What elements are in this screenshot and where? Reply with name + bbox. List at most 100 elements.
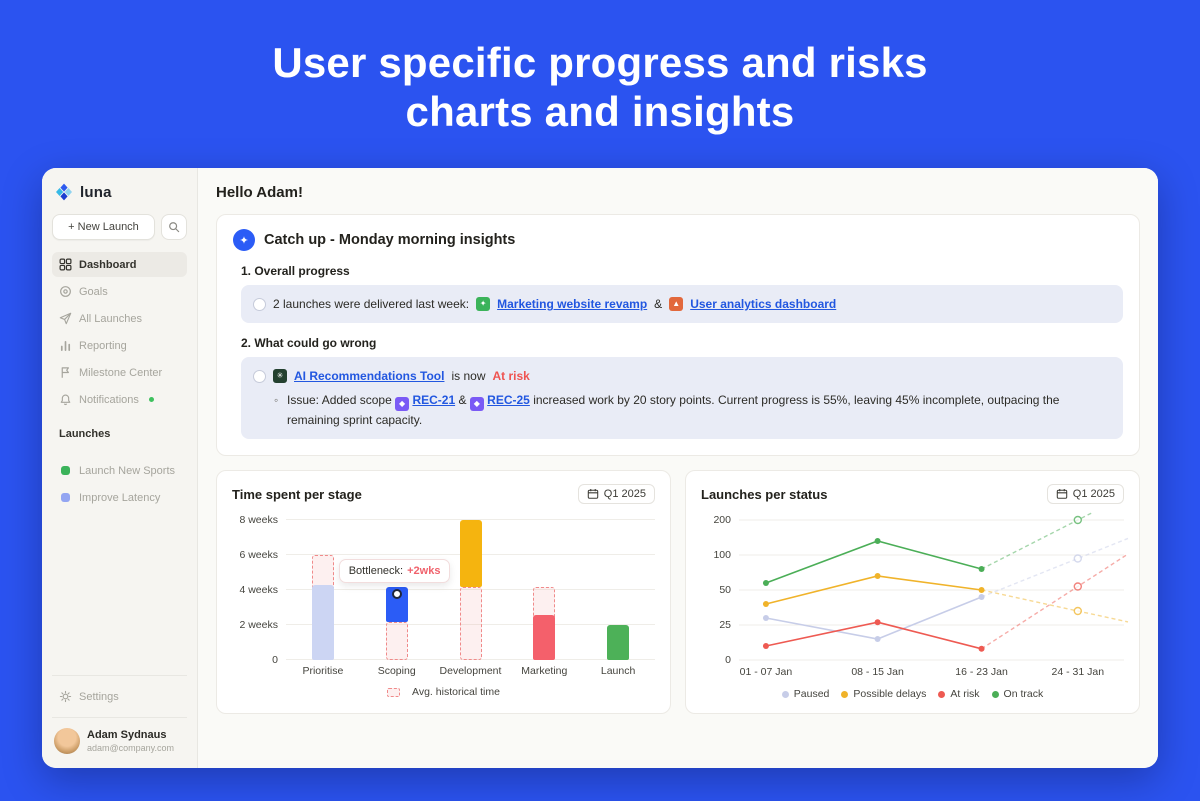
line-chart-legend: Paused Possible delays At risk On track (701, 688, 1124, 700)
chart-header: Launches per status Q1 2025 (701, 484, 1124, 504)
point-possible-delays-2[interactable] (978, 587, 985, 593)
section-heading: 1. Overall progress (241, 264, 350, 278)
legend-dot-on-track (991, 690, 999, 698)
point-paused-3[interactable] (1073, 554, 1082, 563)
separator-text: & (458, 393, 467, 407)
user-profile[interactable]: Adam Sydnaus adam@company.com (52, 726, 187, 756)
chart-title: Time spent per stage (232, 486, 362, 502)
point-on-track-3[interactable] (1073, 515, 1082, 525)
y-tick-label: 0 (725, 654, 731, 666)
point-possible-delays-0[interactable] (762, 601, 769, 607)
user-email: adam@company.com (87, 742, 175, 753)
bar-launch[interactable] (607, 625, 630, 660)
sidebar-item-dashboard[interactable]: Dashboard (52, 252, 187, 277)
legend-dot-paused (781, 690, 789, 698)
sidebar-item-launch-new-sports[interactable]: Launch New Sports (52, 458, 187, 483)
launch-label: Launch New Sports (79, 464, 175, 477)
new-launch-button[interactable]: + New Launch (52, 214, 155, 240)
sidebar-item-notifications[interactable]: Notifications (52, 387, 187, 412)
sidebar-item-milestone-center[interactable]: Milestone Center (52, 360, 187, 385)
sidebar-item-reporting[interactable]: Reporting (52, 333, 187, 358)
issue-detail: ◦ Issue: Added scope ◆ REC-21 & ◆ REC-25… (253, 391, 1111, 429)
bar-scoping[interactable] (385, 586, 408, 622)
insight-section-progress: 1. Overall progress 2 launches were deli… (233, 264, 1123, 323)
ticket-link-rec-25[interactable]: REC-25 (487, 393, 530, 407)
legend-label: Avg. historical time (412, 686, 500, 698)
y-tick-label: 200 (713, 514, 731, 526)
point-at-risk-1[interactable] (874, 619, 881, 626)
legend-item-at-risk: At risk (938, 688, 980, 700)
insight-row: ✳ AI Recommendations Tool is now At risk (253, 367, 1111, 385)
point-on-track-0[interactable] (762, 580, 769, 586)
ticket-link-rec-21[interactable]: REC-21 (412, 393, 456, 407)
line-at-risk (765, 621, 982, 650)
sidebar-item-settings[interactable]: Settings (52, 684, 187, 709)
insight-box-risks: ✳ AI Recommendations Tool is now At risk… (241, 357, 1123, 439)
nav-label: Settings (79, 690, 119, 703)
period-selector[interactable]: Q1 2025 (577, 484, 655, 504)
legend-item-paused: Paused (781, 688, 830, 700)
bar-marketing[interactable] (533, 614, 556, 660)
bottleneck-tooltip: Bottleneck: +2wks (338, 558, 451, 583)
x-label-08-15-jan: 08 - 15 Jan (851, 666, 904, 678)
divider (52, 675, 187, 676)
paper-plane-icon (59, 312, 72, 325)
point-on-track-2[interactable] (978, 566, 985, 572)
checkbox-circle[interactable] (253, 369, 266, 383)
point-possible-delays-3[interactable] (1073, 606, 1082, 616)
legend-dot-possible-delays (841, 690, 849, 698)
line-chart-svg (739, 511, 1129, 661)
legend-label: Possible delays (853, 688, 927, 700)
sidebar-item-goals[interactable]: Goals (52, 279, 187, 304)
bar-prioritise[interactable] (311, 584, 334, 660)
point-paused-2[interactable] (978, 594, 985, 600)
x-label-prioritise: Prioritise (302, 665, 344, 677)
ticket-icon: ◆ (469, 397, 484, 411)
projection-at-risk (981, 553, 1129, 650)
sidebar-spacer (52, 510, 187, 667)
point-on-track-1[interactable] (874, 538, 881, 544)
marketing-link[interactable]: Marketing website revamp (497, 297, 648, 311)
sidebar-item-all-launches[interactable]: All Launches (52, 306, 187, 331)
point-at-risk-0[interactable] (762, 643, 769, 649)
bar-development[interactable] (459, 520, 482, 587)
section-heading: 2. What could go wrong (241, 336, 377, 350)
sidebar-actions: + New Launch (52, 214, 187, 240)
ai-tool-link[interactable]: AI Recommendations Tool (294, 369, 445, 383)
insight-row: 2 launches were delivered last week: ✦ M… (253, 295, 1111, 313)
bar-chart: 0 2 weeks 4 weeks 6 weeks 8 weeks Bottleneck… (232, 514, 655, 666)
settings-gear-icon (59, 690, 72, 703)
point-paused-1[interactable] (874, 636, 881, 642)
point-at-risk-3[interactable] (1073, 582, 1082, 591)
bullet-icon: ◦ (274, 393, 279, 407)
point-possible-delays-1[interactable] (874, 573, 881, 579)
search-button[interactable] (161, 214, 187, 240)
line-chart-card: Launches per status Q1 2025 0 25 50 100 200 (685, 470, 1140, 714)
y-tick-label: 8 weeks (239, 514, 278, 526)
legend-dot-at-risk (938, 690, 946, 698)
insights-header: ✦ Catch up - Monday morning insights (233, 229, 1123, 251)
y-tick-label: 50 (719, 584, 731, 596)
y-tick-label: 100 (713, 549, 731, 561)
divider (52, 717, 187, 718)
launch-color-swatch (61, 493, 70, 502)
bottleneck-anchor-dot (391, 588, 402, 599)
nav-label: Reporting (79, 339, 127, 352)
avatar (54, 728, 80, 754)
period-selector[interactable]: Q1 2025 (1046, 484, 1124, 504)
point-at-risk-2[interactable] (978, 645, 985, 652)
historical-range-scoping (385, 621, 408, 660)
legend-label: Paused (793, 688, 830, 700)
issue-prefix: Issue: Added scope (287, 393, 392, 407)
analytics-link[interactable]: User analytics dashboard (690, 297, 837, 311)
bar-chart-card: Time spent per stage Q1 2025 0 2 weeks 4 w… (216, 470, 671, 714)
app-window: luna + New Launch (42, 168, 1158, 768)
point-paused-0[interactable] (762, 615, 769, 621)
sidebar: luna + New Launch (42, 168, 198, 768)
sidebar-item-improve-latency[interactable]: Improve Latency (52, 485, 187, 510)
checkbox-circle[interactable] (253, 297, 266, 311)
line-chart-plot (739, 511, 1129, 661)
ticket-icon: ◆ (395, 397, 410, 411)
sidebar-nav: Dashboard Goals All Launches (52, 252, 187, 412)
calendar-icon (587, 489, 599, 499)
